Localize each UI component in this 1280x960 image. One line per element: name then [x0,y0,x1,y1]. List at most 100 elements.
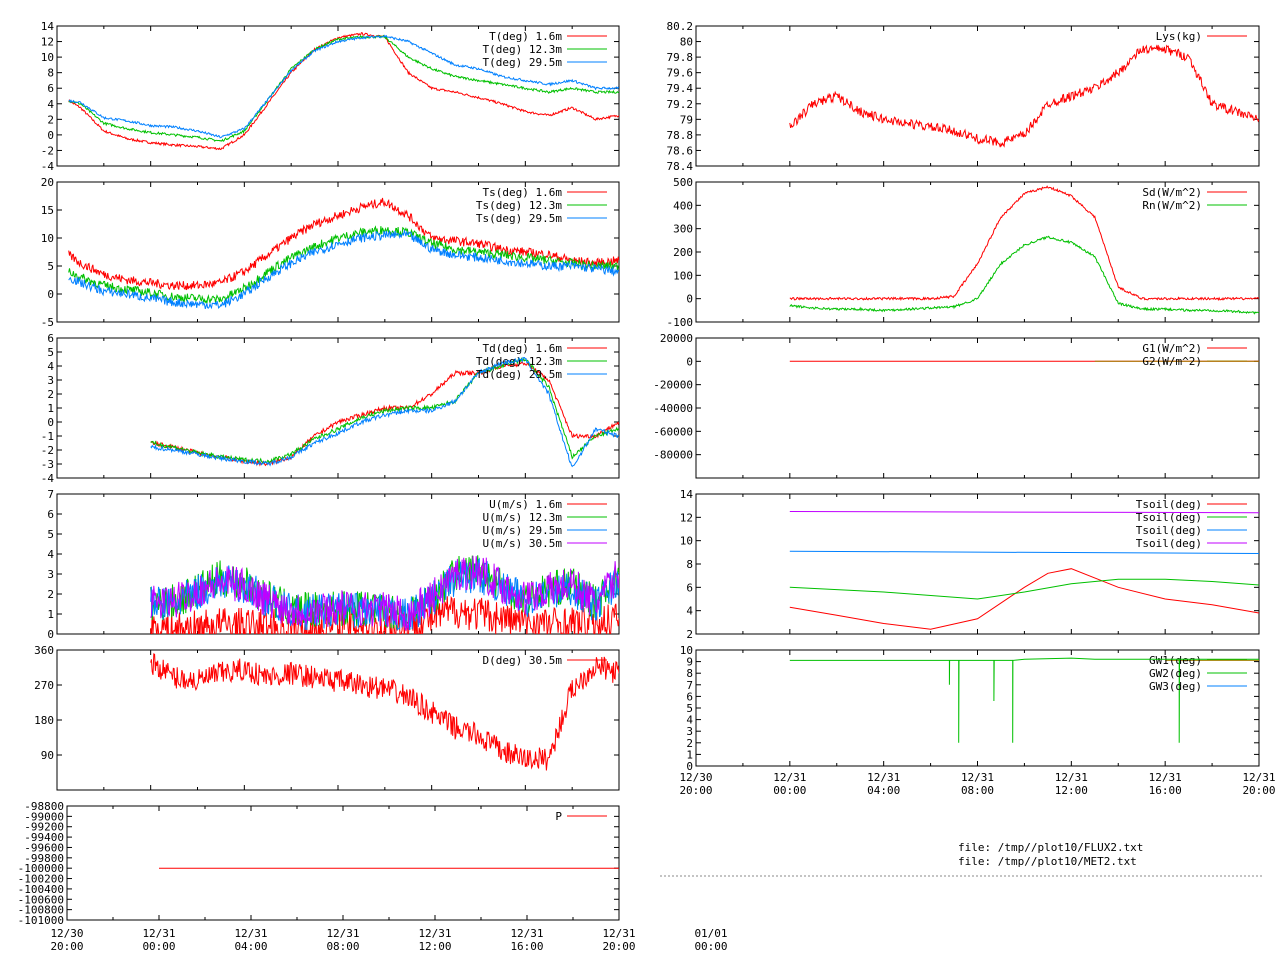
y-tick-label: 3 [686,725,693,738]
y-tick-label: 78.6 [667,144,694,157]
y-tick-label: 500 [673,176,693,189]
y-tick-label: 0 [47,129,54,142]
y-tick-label: 6 [47,508,54,521]
legend-label: U(m/s) 30.5m [483,537,563,550]
legend-label: U(m/s) 1.6m [489,498,562,511]
y-tick-label: 3 [47,568,54,581]
y-tick-label: 0 [47,628,54,641]
series-line [150,555,619,632]
y-tick-label: -40000 [653,402,693,415]
series-line [150,357,619,464]
x-tick-time: 04:00 [867,784,900,797]
x-tick-date: 12/30 [679,771,712,784]
legend-label: Tsoil(deg) [1136,537,1202,550]
y-tick-label: 78.4 [667,160,694,173]
y-tick-label: -99400 [24,831,64,844]
y-tick-label: 2 [686,628,693,641]
x-tick-time: 16:00 [1149,784,1182,797]
x-tick-date: 12/31 [142,927,175,940]
series-line [789,568,1259,630]
x-tick-time: 16:00 [510,940,543,953]
y-tick-label: 79.2 [667,98,694,111]
y-tick-label: 14 [680,488,694,501]
y-tick-label: 79 [680,113,693,126]
legend-label: Sd(W/m^2) [1142,186,1202,199]
legend-label: T(deg) 29.5m [483,56,563,69]
y-tick-label: 80 [680,36,693,49]
x-tick-date: 12/31 [602,927,635,940]
x-tick-date: 12/31 [326,927,359,940]
y-tick-label: 6 [686,690,693,703]
panel-rad: -100 0 100 200 300 400 500 Sd(W/m^2)Rn(W/m^2) [667,176,1260,329]
x-tick-date: 12/31 [961,771,994,784]
y-tick-label: 10 [680,535,693,548]
y-tick-label: -20000 [653,379,693,392]
y-tick-label: -99000 [24,810,64,823]
y-tick-label: 360 [34,644,54,657]
series-line [789,235,1259,315]
x-tick-time: 00:00 [694,940,727,953]
y-tick-label: 10 [41,51,54,64]
legend-label: Lys(kg) [1156,30,1202,43]
panel-tsoil: 2468101214Tsoil(deg)Tsoil(deg)Tsoil(deg)… [680,488,1260,641]
y-tick-label: -5 [41,316,54,329]
y-tick-label: 9 [686,656,693,669]
y-tick-label: 8 [686,558,693,571]
x-tick-date: 12/31 [418,927,451,940]
legend-label: Td(deg) 12.3m [476,355,562,368]
legend-label: Rn(W/m^2) [1142,199,1202,212]
y-tick-label: 0 [686,355,693,368]
y-tick-label: 79.6 [667,67,694,80]
panel-lys: 78.4 78.6 78.8 79 79.2 79.4 79.6 79.8 80 80.2 Lys(… [667,20,1260,173]
x-tick-date: 12/31 [1242,771,1275,784]
y-tick-label: 270 [34,679,54,692]
legend-label: G2(W/m^2) [1142,355,1202,368]
y-tick-label: 0 [686,293,693,306]
legend-label: T(deg) 1.6m [489,30,562,43]
series-line [789,44,1259,148]
y-tick-label: 79.8 [667,51,694,64]
panel-u: 0 1 2 3 4 5 6 7 U(m/s) 1.6mU(m/s) 12.3mU(m/s) 29… [47,488,620,641]
legend-label: P [555,810,562,823]
y-tick-label: -98800 [24,800,64,813]
y-tick-label: 10 [41,232,54,245]
y-tick-label: 300 [673,223,693,236]
y-tick-label: 6 [47,82,54,95]
series-line [789,657,1259,743]
y-tick-label: -99800 [24,852,64,865]
legend-label: Ts(deg) 1.6m [483,186,563,199]
legend-label: Td(deg) 1.6m [483,342,563,355]
y-tick-label: 0 [47,416,54,429]
x-tick-time: 20:00 [50,940,83,953]
y-tick-label: -4 [41,472,55,485]
y-tick-label: 79.4 [667,82,694,95]
x-tick-time: 20:00 [1242,784,1275,797]
x-tick-date: 12/31 [234,927,267,940]
series-line [789,511,1259,514]
y-tick-label: 0 [47,288,54,301]
legend-label: Ts(deg) 12.3m [476,199,562,212]
legend-label: Tsoil(deg) [1136,511,1202,524]
y-tick-label: 12 [680,511,693,524]
x-tick-date: 12/30 [50,927,83,940]
y-tick-label: 12 [41,36,54,49]
y-tick-label: 90 [41,749,54,762]
y-tick-label: 78.8 [667,129,694,142]
y-tick-label: -100800 [18,904,64,917]
legend-label: Td(deg) 29.5m [476,368,562,381]
y-tick-label: 8 [686,667,693,680]
legend-label: Tsoil(deg) [1136,498,1202,511]
y-tick-label: 20000 [660,332,693,345]
y-tick-label: 0 [686,760,693,773]
y-tick-label: -2 [41,144,54,157]
y-tick-label: 4 [47,98,54,111]
legend-label: G1(W/m^2) [1142,342,1202,355]
x-tick-date: 12/31 [1149,771,1182,784]
x-tick-date: 01/01 [694,927,727,940]
legend-label: GW3(deg) [1149,680,1202,693]
y-tick-label: 2 [47,388,54,401]
plot-frame [66,805,620,921]
